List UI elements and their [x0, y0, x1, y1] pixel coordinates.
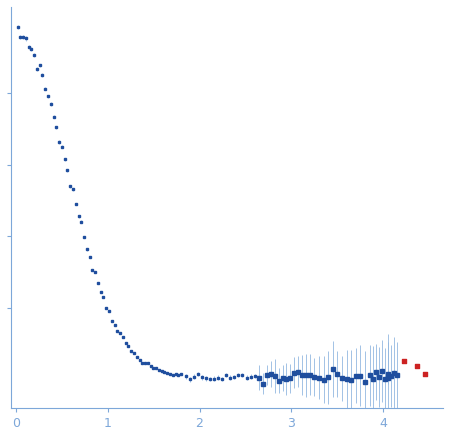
Point [414, 363, 421, 370]
Point [400, 358, 407, 365]
Point [421, 371, 428, 378]
